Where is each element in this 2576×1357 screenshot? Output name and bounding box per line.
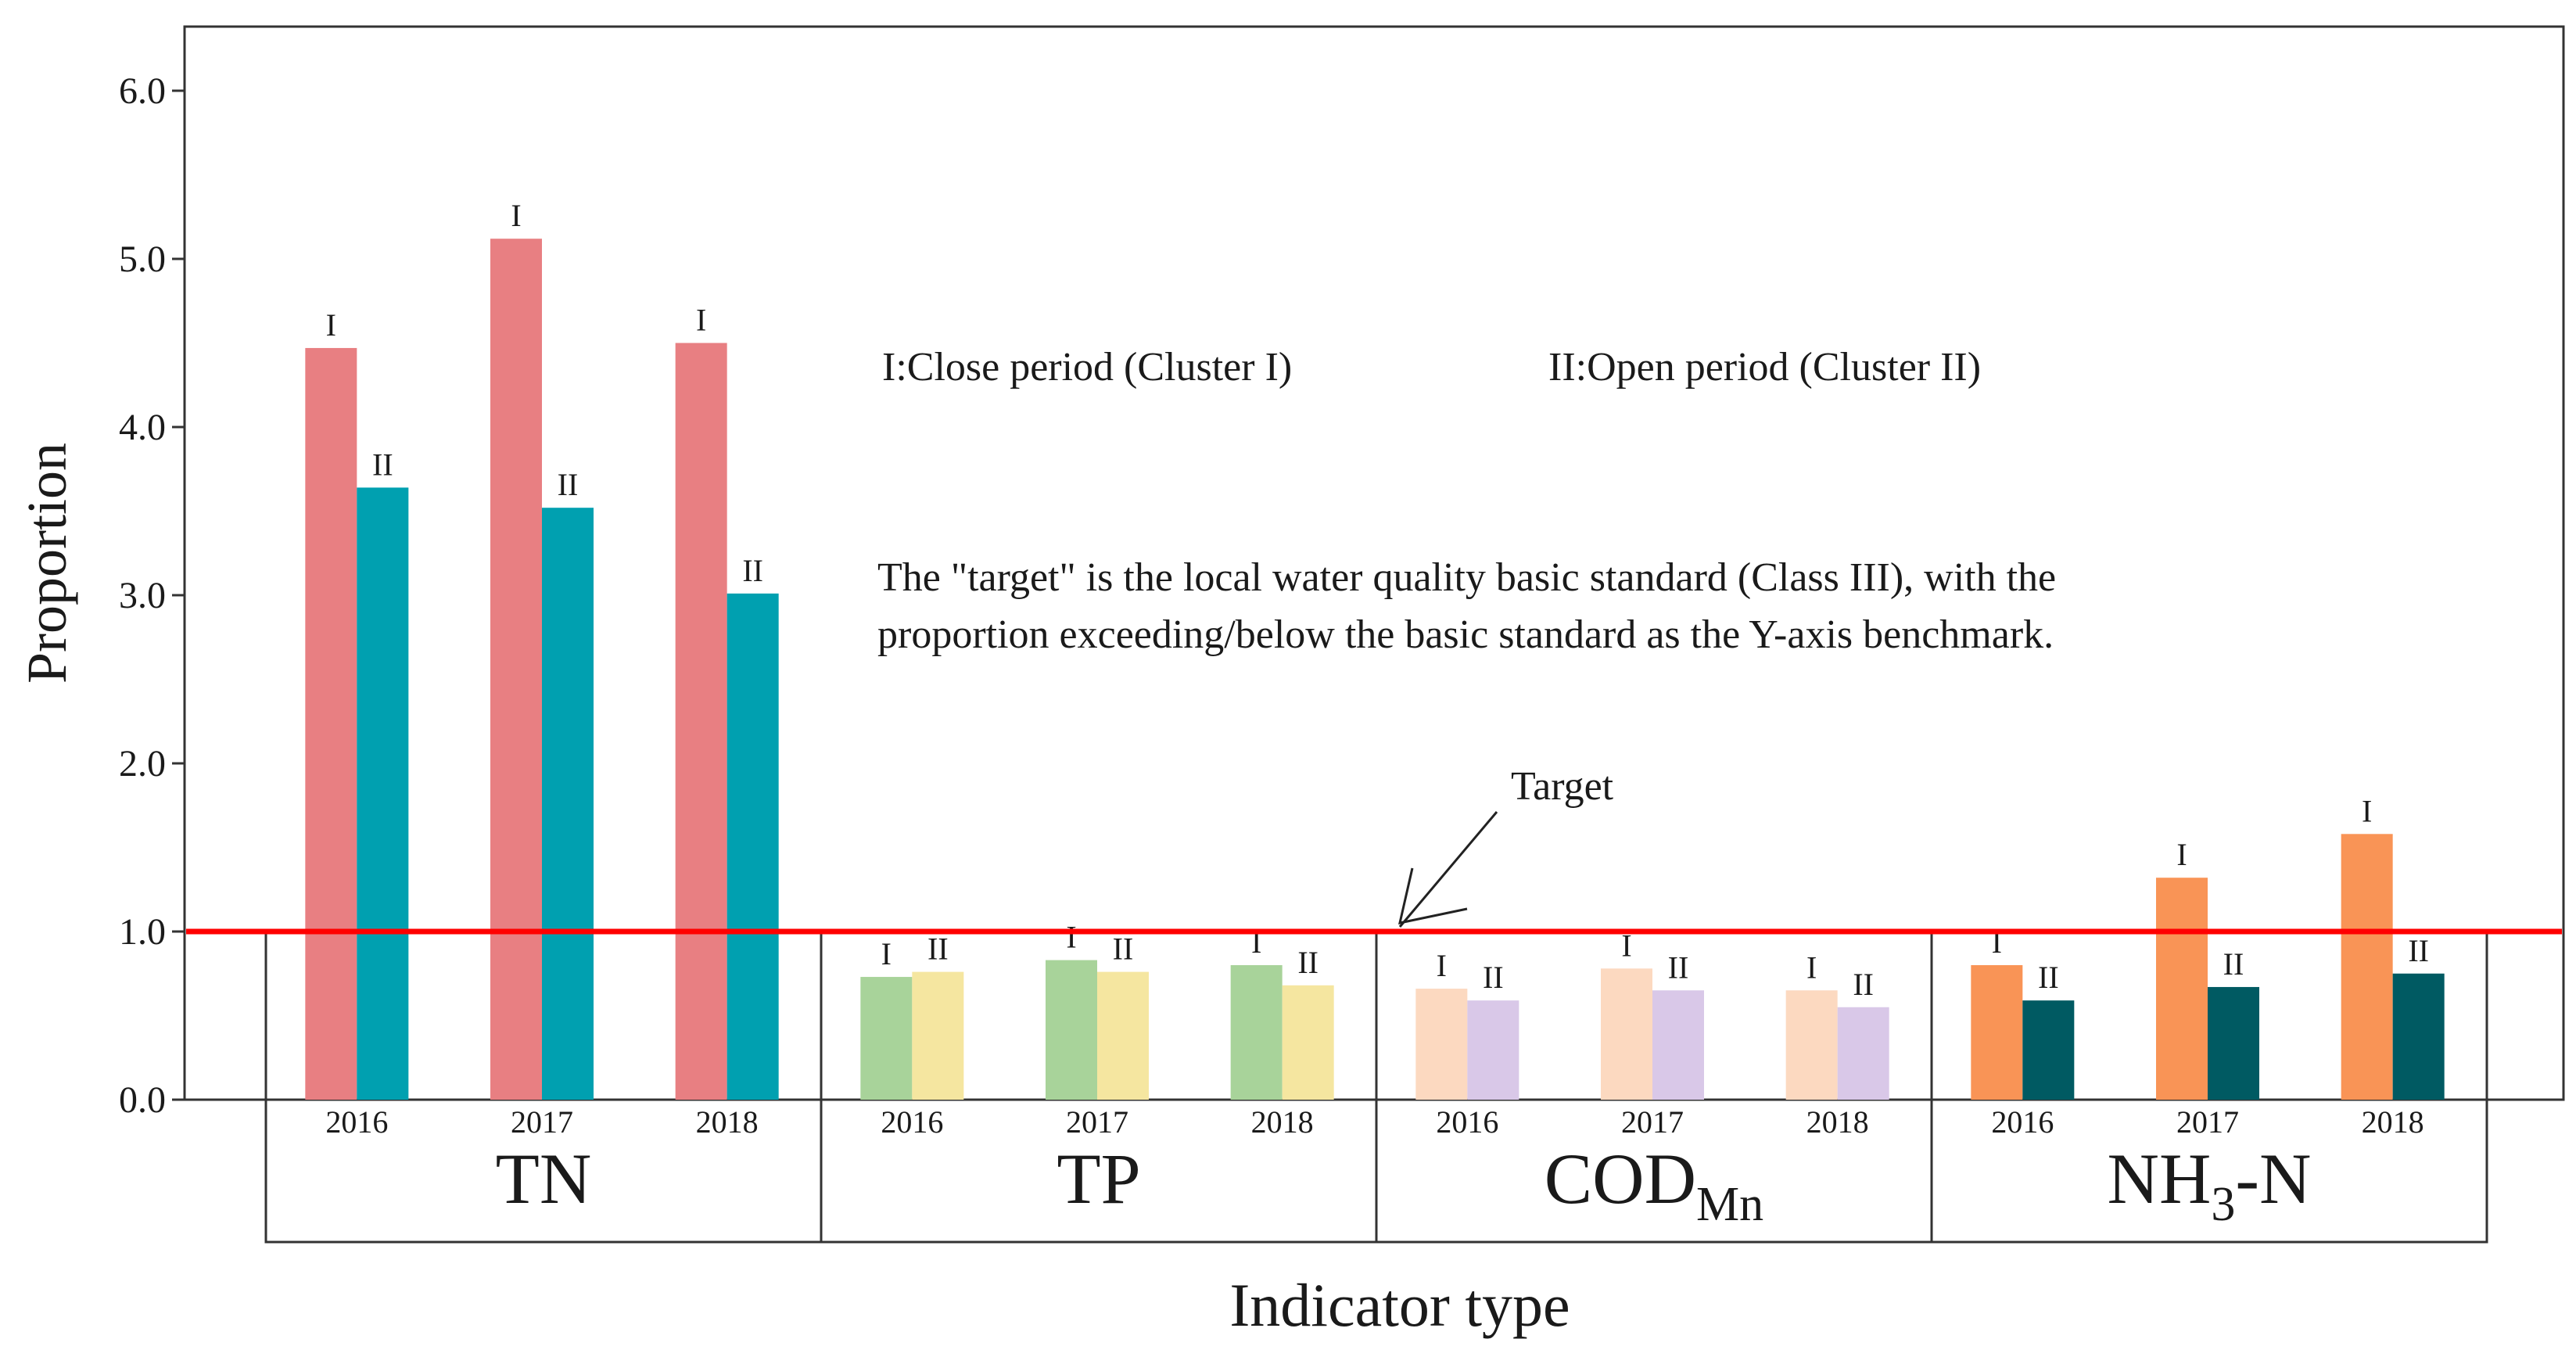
bar-cluster1	[1046, 960, 1097, 1100]
bar-cluster2	[357, 487, 409, 1100]
group-label: CODMn	[1545, 1139, 1763, 1231]
year-tick-label: 2016	[881, 1104, 943, 1140]
bar-marker-cluster1: I	[881, 936, 892, 971]
bar-marker-cluster2: II	[1113, 932, 1134, 967]
x-axis-title: Indicator type	[1229, 1271, 1570, 1339]
bar-cluster1	[305, 347, 357, 1100]
bar-marker-cluster2: II	[2038, 960, 2059, 995]
bar-marker-cluster2: II	[372, 447, 393, 482]
group-label: NH3-N	[2108, 1139, 2312, 1231]
year-tick-label: 2017	[1066, 1104, 1128, 1140]
target-arrow-head	[1398, 867, 1468, 924]
note-line-2: proportion exceeding/below the basic sta…	[877, 612, 2054, 657]
y-tick-label: 3.0	[119, 575, 166, 616]
bar-cluster1	[1415, 989, 1468, 1100]
bar-marker-cluster1: I	[511, 198, 521, 233]
y-tick-label: 6.0	[119, 70, 166, 112]
bar-marker-cluster2: II	[1483, 960, 1504, 995]
bar-marker-cluster2: II	[558, 467, 579, 502]
year-tick-label: 2018	[2362, 1104, 2424, 1140]
bar-cluster2	[1837, 1007, 1889, 1100]
year-tick-label: 2018	[1251, 1104, 1314, 1140]
year-tick-label: 2016	[325, 1104, 388, 1140]
bar-cluster1	[2341, 834, 2393, 1100]
year-tick-label: 2018	[1806, 1104, 1869, 1140]
bar-marker-cluster2: II	[1668, 950, 1689, 985]
legend-cluster2: II:Open period (Cluster II)	[1548, 345, 1981, 390]
bar-cluster2	[1652, 990, 1704, 1100]
bar-marker-cluster1: I	[1621, 928, 1631, 963]
bar-cluster2	[2392, 973, 2445, 1100]
bar-cluster1	[490, 239, 542, 1100]
bar-marker-cluster1: I	[326, 307, 336, 343]
group-label: TP	[1057, 1139, 1140, 1219]
year-tick-label: 2017	[1621, 1104, 1684, 1140]
bar-cluster2	[2022, 1000, 2075, 1100]
year-tick-label: 2018	[696, 1104, 759, 1140]
y-tick-label: 1.0	[119, 911, 166, 953]
year-tick-label: 2017	[2176, 1104, 2239, 1140]
note-line-1: The "target" is the local water quality …	[877, 555, 2056, 600]
bar-marker-cluster2: II	[1853, 967, 1874, 1002]
bar-marker-cluster2: II	[927, 932, 949, 967]
y-tick-label: 2.0	[119, 743, 166, 784]
bar-cluster2	[912, 971, 964, 1100]
bar-marker-cluster2: II	[1297, 945, 1318, 980]
bar-marker-cluster1: I	[1066, 920, 1076, 955]
bar-marker-cluster1: I	[1437, 948, 1447, 983]
year-tick-label: 2016	[1991, 1104, 2054, 1140]
bar-marker-cluster2: II	[742, 553, 763, 588]
y-tick-label: 0.0	[119, 1079, 166, 1121]
bar-cluster2	[542, 508, 594, 1100]
bar-marker-cluster2: II	[2408, 933, 2429, 968]
y-axis-title: Proportion	[16, 443, 78, 684]
year-tick-label: 2016	[1436, 1104, 1498, 1140]
target-label: Target	[1511, 764, 1614, 809]
legend-cluster1: I:Close period (Cluster I)	[882, 345, 1292, 390]
bar-marker-cluster2: II	[2223, 946, 2244, 982]
bar-cluster1	[1601, 968, 1652, 1100]
bar-cluster1	[860, 977, 913, 1100]
target-arrow	[1398, 811, 1498, 928]
plot-frame	[183, 25, 2565, 1101]
bar-cluster1	[1785, 990, 1838, 1100]
bar-marker-cluster1: I	[2176, 837, 2187, 872]
bar-cluster2	[727, 593, 779, 1100]
bar-cluster1	[2156, 878, 2208, 1100]
bar-marker-cluster1: I	[1806, 950, 1817, 985]
bar-cluster1	[675, 343, 727, 1100]
bar-marker-cluster1: I	[696, 303, 706, 338]
bar-cluster1	[1230, 965, 1283, 1100]
group-label: TN	[496, 1139, 592, 1219]
bar-cluster2	[1097, 971, 1149, 1100]
bar-cluster1	[1971, 965, 2023, 1100]
y-tick-label: 5.0	[119, 239, 166, 280]
year-tick-label: 2017	[511, 1104, 573, 1140]
bar-cluster2	[1467, 1000, 1519, 1100]
bar-marker-cluster1: I	[2362, 793, 2372, 828]
bar-cluster2	[1282, 985, 1334, 1100]
bar-cluster2	[2208, 986, 2259, 1100]
y-tick-label: 4.0	[119, 407, 166, 448]
